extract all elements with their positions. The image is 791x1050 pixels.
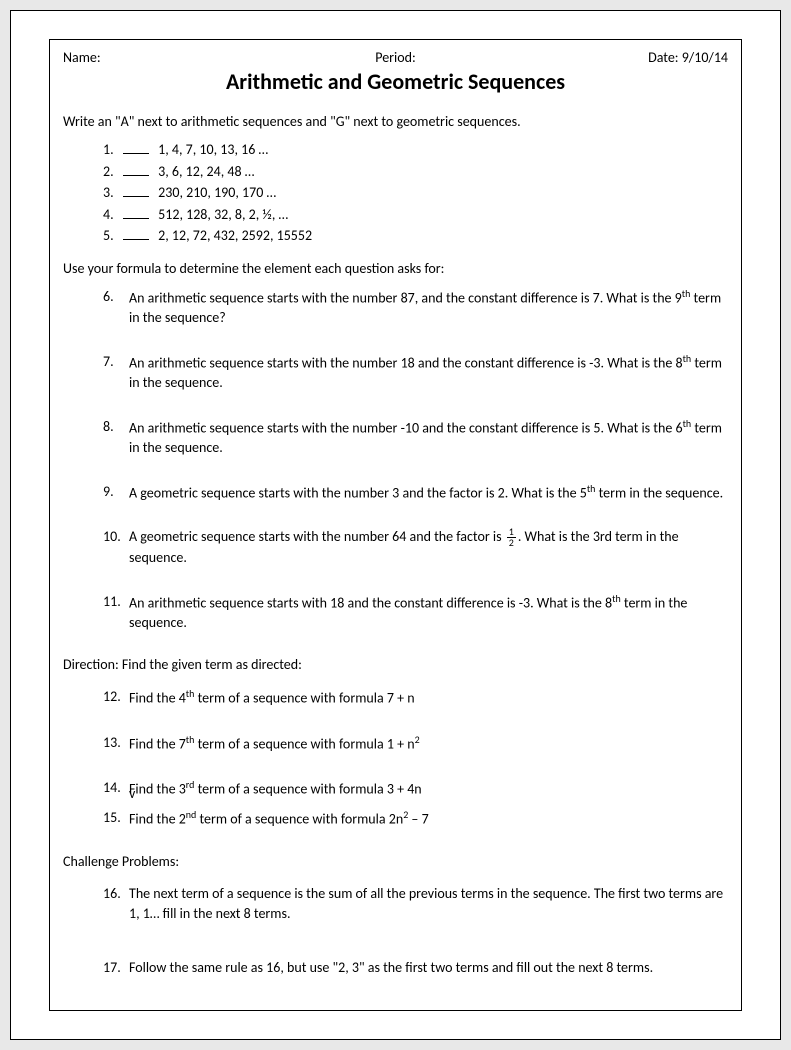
question-text: An arithmetic sequence starts with the n… [129, 352, 728, 393]
question-number: 9. [103, 482, 129, 502]
instruction-4: Challenge Problems: [63, 853, 728, 870]
question: 15. Find the 2nd term of a sequence with… [103, 808, 728, 829]
instruction-1: Write an "A" next to arithmetic sequence… [63, 113, 728, 130]
question-text: An arithmetic sequence starts with the n… [129, 287, 728, 328]
question: 13. Find the 7th term of a sequence with… [103, 733, 728, 754]
question: 8. An arithmetic sequence starts with th… [103, 417, 728, 458]
question: 16. The next term of a sequence is the s… [103, 884, 728, 923]
question-text: An arithmetic sequence starts with 18 an… [129, 592, 728, 633]
question-number: 6. [103, 287, 129, 307]
worksheet-page: Name: Period: Date: 9/10/14 Arithmetic a… [10, 10, 781, 1040]
question-text: The next term of a sequence is the sum o… [129, 884, 728, 923]
question-text: Find the 7th term of a sequence with for… [129, 733, 728, 754]
page-title: Arithmetic and Geometric Sequences [63, 68, 728, 95]
question-text: A geometric sequence starts with the num… [129, 482, 728, 503]
question-number: 16. [103, 884, 129, 904]
sequence-text: 1, 4, 7, 10, 13, 16 … [158, 141, 268, 158]
item-number: 1. [103, 140, 123, 160]
item-number: 4. [103, 205, 123, 225]
question-section-a: 6. An arithmetic sequence starts with th… [63, 287, 728, 632]
date-label: Date: 9/10/14 [506, 49, 728, 66]
question-text: Find the 4th term of a sequence with for… [129, 687, 728, 708]
question-number: 7. [103, 352, 129, 372]
blank-line[interactable] [123, 163, 149, 176]
question: 10. A geometric sequence starts with the… [103, 527, 728, 568]
question-number: 8. [103, 417, 129, 437]
sequence-text: 2, 12, 72, 432, 2592, 15552 [158, 227, 312, 244]
sequence-text: 512, 128, 32, 8, 2, ½, … [158, 206, 288, 223]
sequence-list: 1. 1, 4, 7, 10, 13, 16 … 2. 3, 6, 12, 24… [63, 140, 728, 246]
question-number: 14. [103, 778, 129, 798]
question-text: An arithmetic sequence starts with the n… [129, 417, 728, 458]
item-number: 2. [103, 162, 123, 182]
question-number: 13. [103, 733, 129, 753]
question: 11. An arithmetic sequence starts with 1… [103, 592, 728, 633]
item-number: 5. [103, 226, 123, 246]
fraction: 12 [507, 527, 516, 548]
question-text: Follow the same rule as 16, but use "2, … [129, 958, 728, 978]
header-row: Name: Period: Date: 9/10/14 [63, 49, 728, 66]
question-section-c: 16. The next term of a sequence is the s… [63, 884, 728, 977]
question-text: Find the 2nd term of a sequence with for… [129, 808, 728, 829]
question: 9. A geometric sequence starts with the … [103, 482, 728, 503]
question-number: 11. [103, 592, 129, 612]
question-number: 12. [103, 687, 129, 707]
question: 6. An arithmetic sequence starts with th… [103, 287, 728, 328]
sequence-text: 230, 210, 190, 170 … [158, 184, 276, 201]
blank-line[interactable] [123, 141, 149, 154]
blank-line[interactable] [123, 206, 149, 219]
instruction-3: Direction: Find the given term as direct… [63, 656, 728, 673]
question: 12. Find the 4th term of a sequence with… [103, 687, 728, 708]
period-label: Period: [285, 49, 507, 66]
name-label: Name: [63, 49, 285, 66]
blank-line[interactable] [123, 184, 149, 197]
question: 14. Find the 3rd term of a sequence with… [103, 778, 728, 799]
question-text: A geometric sequence starts with the num… [129, 527, 728, 568]
instruction-2: Use your formula to determine the elemen… [63, 260, 728, 277]
question-section-b: 12. Find the 4th term of a sequence with… [63, 687, 728, 829]
question: 7. An arithmetic sequence starts with th… [103, 352, 728, 393]
content-area: Name: Period: Date: 9/10/14 Arithmetic a… [49, 39, 742, 1011]
blank-line[interactable] [123, 227, 149, 240]
list-item: 5. 2, 12, 72, 432, 2592, 15552 [103, 226, 728, 246]
sequence-text: 3, 6, 12, 24, 48 … [158, 163, 254, 180]
list-item: 4. 512, 128, 32, 8, 2, ½, … [103, 205, 728, 225]
list-item: 1. 1, 4, 7, 10, 13, 16 … [103, 140, 728, 160]
question-text: Find the 3rd term of a sequence with for… [129, 778, 728, 799]
question-number: 17. [103, 958, 129, 978]
question-number: 15. [103, 808, 129, 828]
question: 17. Follow the same rule as 16, but use … [103, 958, 728, 978]
question-number: 10. [103, 527, 129, 547]
list-item: 2. 3, 6, 12, 24, 48 … [103, 162, 728, 182]
item-number: 3. [103, 183, 123, 203]
list-item: 3. 230, 210, 190, 170 … [103, 183, 728, 203]
